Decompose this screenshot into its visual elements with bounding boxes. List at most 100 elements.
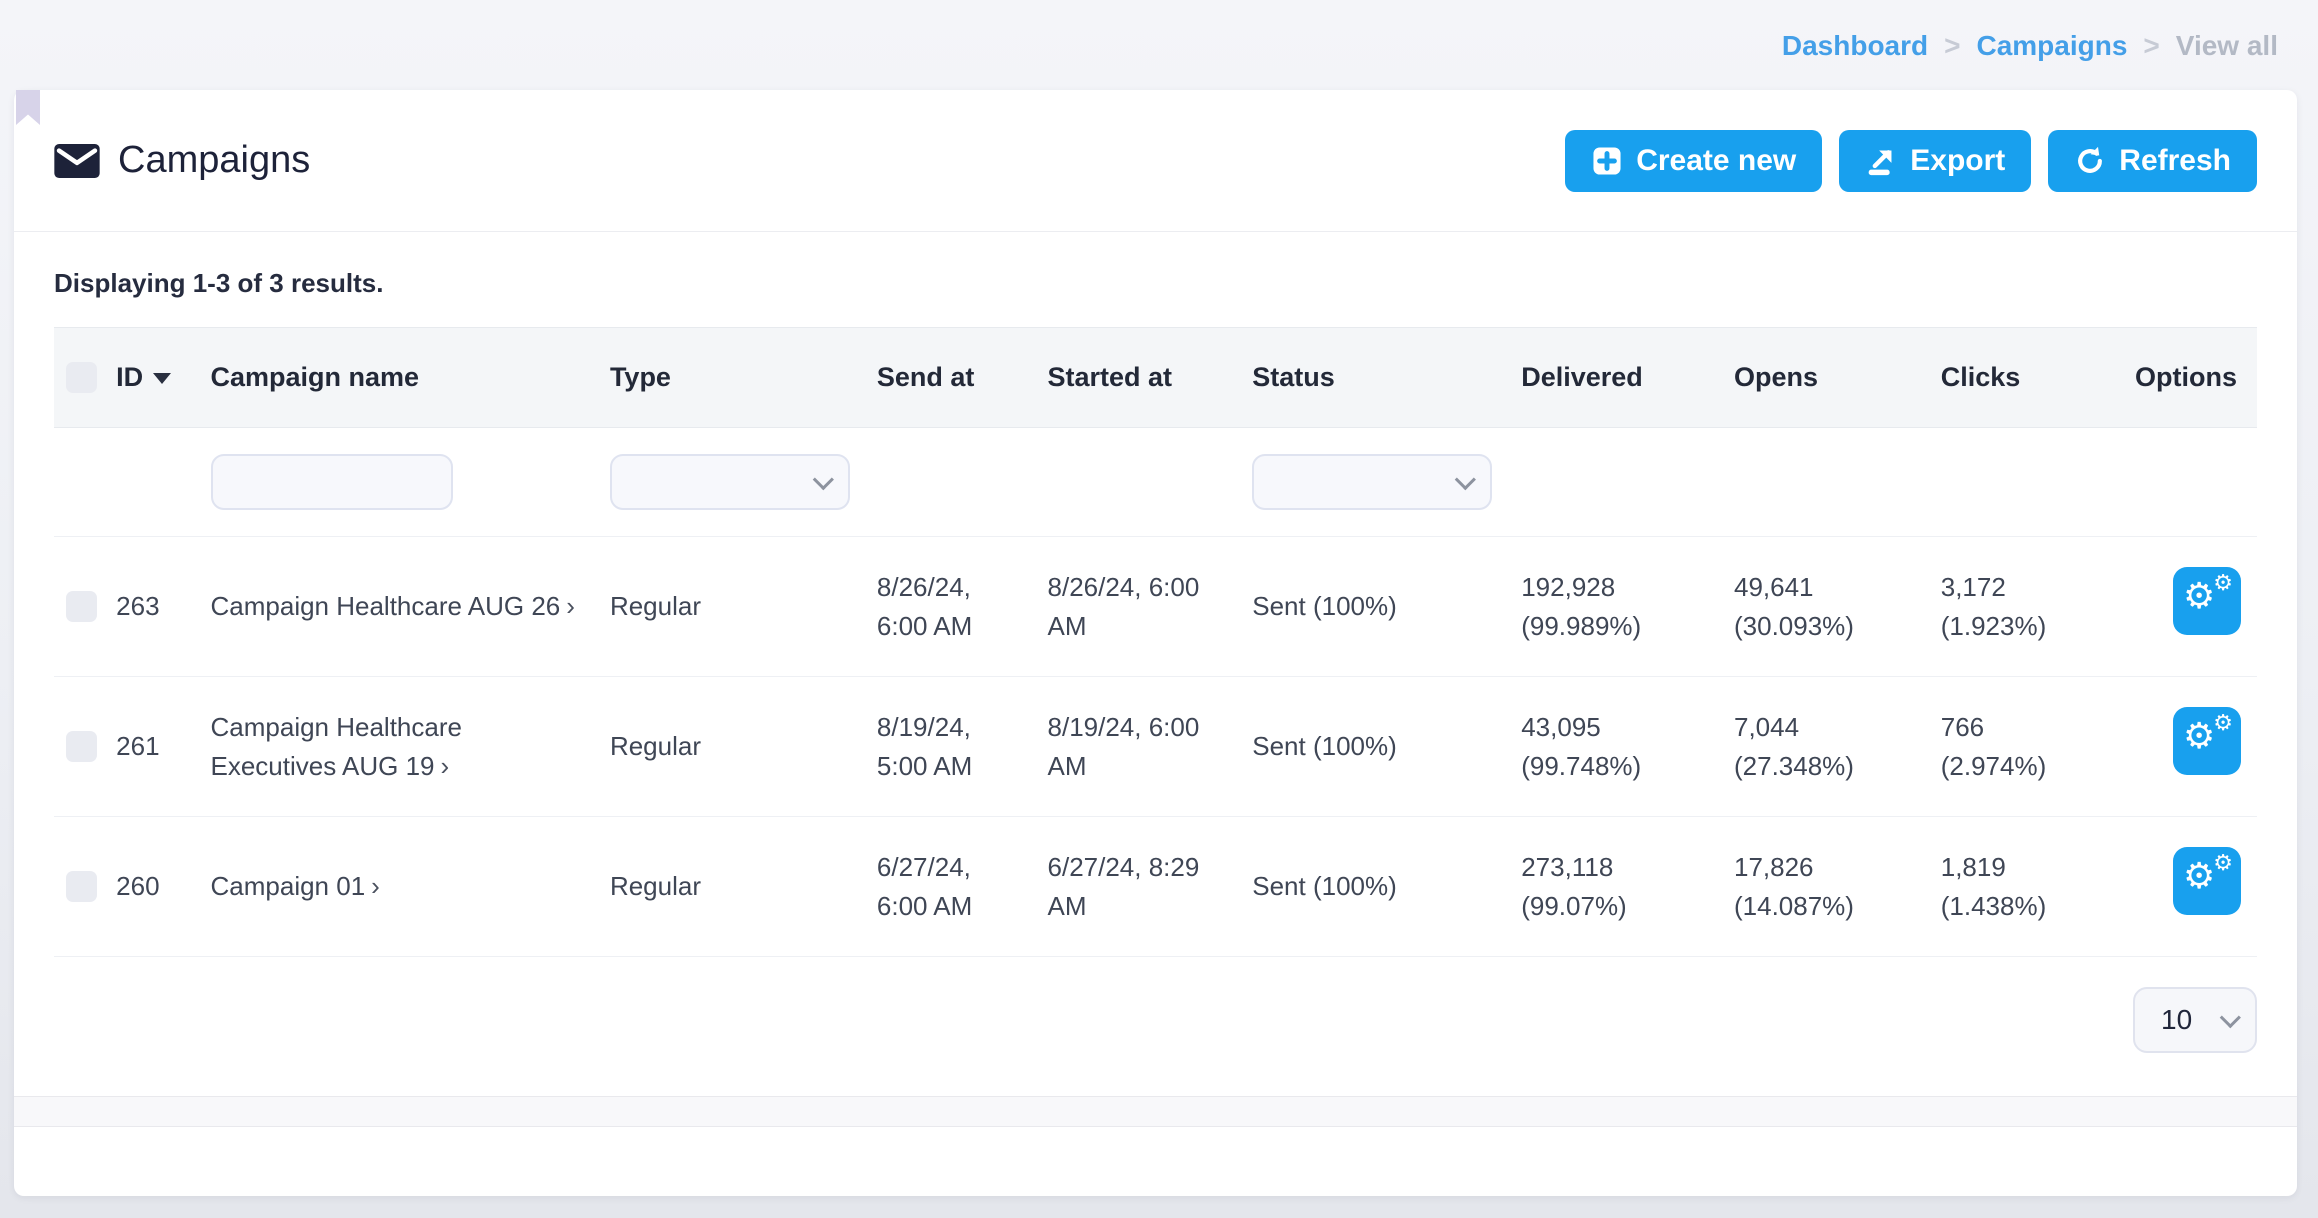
campaign-delivered: 192,928 (99.989%) — [1509, 536, 1722, 677]
export-icon — [1865, 145, 1897, 177]
refresh-label: Refresh — [2119, 143, 2231, 177]
campaign-type: Regular — [597, 536, 865, 677]
breadcrumb-campaigns[interactable]: Campaigns — [1976, 30, 2128, 61]
campaign-name-cell: Campaign 01 › — [198, 816, 598, 957]
delivered-count: 192,928 — [1521, 571, 1616, 602]
cogs-icon: ⚙ — [2183, 856, 2216, 897]
table-row: 261 Campaign Healthcare Executives AUG 1… — [54, 676, 2257, 817]
column-header-name[interactable]: Campaign name — [198, 327, 598, 428]
campaign-options-button[interactable]: ⚙ ⚙ — [2173, 567, 2241, 635]
page-title: Campaigns — [54, 139, 310, 182]
filter-status-cell — [1240, 427, 1510, 537]
page-title-text: Campaigns — [118, 139, 311, 181]
sort-caret-down-icon — [153, 373, 172, 385]
column-header-id-label: ID — [116, 362, 144, 392]
filter-empty-cell — [864, 427, 1036, 537]
table-row: 263 Campaign Healthcare AUG 26 › Regular … — [54, 536, 2257, 677]
column-header-clicks[interactable]: Clicks — [1928, 327, 2112, 428]
cogs-icon: ⚙ — [2183, 716, 2216, 757]
column-header-id[interactable]: ID — [104, 327, 199, 428]
campaign-name-link[interactable]: Campaign 01 — [210, 871, 366, 901]
column-header-status[interactable]: Status — [1240, 327, 1510, 428]
campaign-status: Sent (100%) — [1240, 816, 1510, 957]
campaign-name-link[interactable]: Campaign Healthcare AUG 26 — [210, 591, 561, 621]
results-summary: Displaying 1-3 of 3 results. — [54, 268, 384, 298]
delivered-rate: (99.07%) — [1521, 890, 1627, 921]
per-page-select[interactable]: 10 — [2133, 987, 2257, 1053]
create-new-label: Create new — [1636, 143, 1797, 177]
campaign-status: Sent (100%) — [1240, 676, 1510, 817]
clicks-rate: (1.438%) — [1940, 890, 2047, 921]
breadcrumb: Dashboard > Campaigns > View all — [1782, 30, 2278, 62]
delivered-rate: (99.989%) — [1521, 610, 1642, 641]
chevron-right-icon: › — [440, 750, 450, 781]
clicks-rate: (1.923%) — [1940, 610, 2047, 641]
campaign-options-button[interactable]: ⚙ ⚙ — [2173, 847, 2241, 915]
breadcrumb-dashboard[interactable]: Dashboard — [1781, 30, 1929, 61]
filter-empty-cell — [1721, 427, 1929, 537]
campaign-name-cell: Campaign Healthcare AUG 26 › — [198, 536, 598, 677]
chevron-down-icon — [812, 468, 834, 490]
create-new-button[interactable]: Create new — [1565, 129, 1823, 192]
campaign-send-at: 6/27/24, 6:00 AM — [864, 816, 1036, 957]
cogs-icon-small: ⚙ — [2213, 851, 2233, 876]
campaign-status: Sent (100%) — [1240, 536, 1510, 677]
plus-square-icon — [1591, 145, 1623, 177]
column-header-started-at[interactable]: Started at — [1035, 327, 1241, 428]
filter-type-cell — [597, 427, 865, 537]
breadcrumb-separator: > — [2143, 30, 2160, 61]
select-all-checkbox[interactable] — [66, 362, 97, 393]
campaigns-table: ID Campaign name Type Send at Started at… — [54, 327, 2257, 957]
cogs-icon-small: ⚙ — [2213, 711, 2233, 736]
export-button[interactable]: Export — [1839, 129, 2032, 192]
column-header-send-at[interactable]: Send at — [864, 327, 1036, 428]
chevron-right-icon: › — [371, 871, 380, 901]
column-header-type[interactable]: Type — [597, 327, 865, 428]
status-filter-select[interactable] — [1252, 454, 1493, 510]
campaign-send-at: 8/19/24, 5:00 AM — [864, 676, 1036, 817]
campaign-options-button[interactable]: ⚙ ⚙ — [2173, 707, 2241, 775]
campaign-name-filter-input[interactable] — [210, 454, 453, 510]
chevron-right-icon: › — [566, 591, 575, 621]
row-checkbox[interactable] — [66, 871, 97, 902]
campaign-options-cell: ⚙ ⚙ — [2111, 536, 2257, 677]
campaign-clicks: 3,172 (1.923%) — [1928, 536, 2112, 677]
row-checkbox-cell — [54, 676, 105, 817]
clicks-count: 1,819 — [1940, 851, 2006, 882]
row-checkbox[interactable] — [66, 731, 97, 762]
delivered-count: 273,118 — [1521, 851, 1614, 882]
filter-empty-cell — [1928, 427, 2112, 537]
campaign-opens: 17,826 (14.087%) — [1721, 816, 1929, 957]
row-checkbox-cell — [54, 536, 105, 677]
filter-name-cell — [198, 427, 598, 537]
row-checkbox[interactable] — [66, 591, 97, 622]
campaign-clicks: 1,819 (1.438%) — [1928, 816, 2112, 957]
table-header: ID Campaign name Type Send at Started at… — [54, 327, 2257, 428]
refresh-button[interactable]: Refresh — [2048, 129, 2257, 192]
filter-empty-cell — [104, 427, 199, 537]
column-header-opens[interactable]: Opens — [1721, 327, 1929, 428]
campaign-opens: 49,641 (30.093%) — [1721, 536, 1929, 677]
delivered-count: 43,095 — [1521, 711, 1601, 742]
table-body: 263 Campaign Healthcare AUG 26 › Regular … — [54, 427, 2257, 957]
envelope-icon — [54, 143, 100, 178]
campaign-id: 260 — [104, 816, 199, 957]
per-page-value: 10 — [2161, 1004, 2193, 1035]
per-page-row: 10 — [54, 987, 2257, 1053]
clicks-count: 766 — [1940, 711, 1985, 742]
row-checkbox-cell — [54, 816, 105, 957]
type-filter-select[interactable] — [609, 454, 850, 510]
campaign-send-at: 8/26/24, 6:00 AM — [864, 536, 1036, 677]
card-footer-strip — [14, 1096, 2297, 1127]
opens-rate: (27.348%) — [1733, 750, 1854, 781]
campaign-name-link[interactable]: Campaign Healthcare Executives AUG 19 — [210, 711, 462, 781]
column-header-delivered[interactable]: Delivered — [1509, 327, 1722, 428]
breadcrumb-separator: > — [1944, 30, 1961, 61]
opens-count: 7,044 — [1733, 711, 1800, 742]
campaign-type: Regular — [597, 676, 865, 817]
opens-count: 17,826 — [1733, 851, 1814, 882]
campaign-started-at: 6/27/24, 8:29 AM — [1035, 816, 1241, 957]
campaign-options-cell: ⚙ ⚙ — [2111, 676, 2257, 817]
cogs-icon: ⚙ — [2183, 576, 2216, 617]
campaign-name-cell: Campaign Healthcare Executives AUG 19 › — [198, 676, 598, 817]
